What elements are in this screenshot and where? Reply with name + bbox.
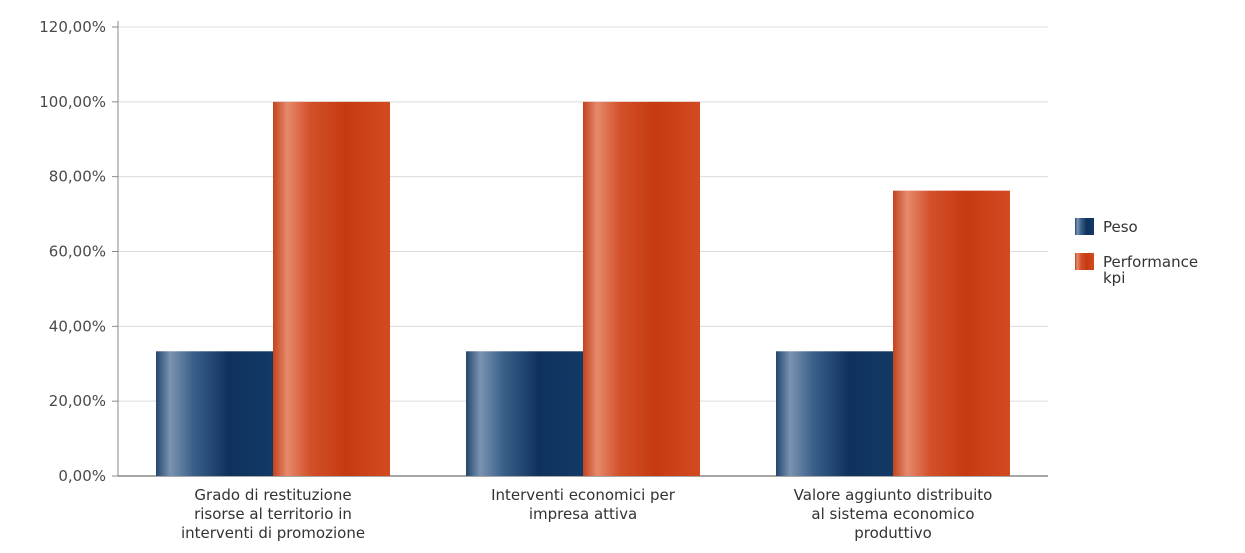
y-tick-label: 40,00% — [49, 317, 106, 335]
legend-label: Performance — [1103, 253, 1198, 271]
bars — [156, 101, 1010, 476]
y-tick-label: 80,00% — [49, 168, 106, 186]
y-tick-label: 120,00% — [39, 18, 106, 36]
bar-peso — [776, 351, 893, 476]
x-category-label: Grado di restituzione — [194, 486, 351, 504]
legend-swatch — [1075, 253, 1094, 270]
labels: 0,00% 20,00% 40,00% 60,00% 80,00% 100,00% 120,… — [39, 18, 992, 542]
x-category-label: interventi di promozione — [181, 524, 365, 542]
x-category-label: Valore aggiunto distribuito — [794, 486, 993, 504]
legend-swatch — [1075, 218, 1094, 235]
y-tick-label: 100,00% — [39, 93, 106, 111]
x-category-label: al sistema economico — [811, 505, 974, 523]
bar-peso — [156, 351, 273, 476]
bar-performance-kpi — [273, 101, 390, 476]
y-tick-label: 60,00% — [49, 243, 106, 261]
bar-performance-kpi — [583, 101, 700, 476]
legend-label: kpi — [1103, 269, 1125, 287]
y-tick-label: 20,00% — [49, 392, 106, 410]
legend-label: Peso — [1103, 218, 1138, 236]
x-category-label: produttivo — [854, 524, 932, 542]
x-category-label: Interventi economici per — [491, 486, 676, 504]
bar-peso — [466, 351, 583, 476]
y-tick-label: 0,00% — [58, 467, 106, 485]
x-category-label: impresa attiva — [529, 505, 637, 523]
x-category-label: risorse al territorio in — [194, 505, 352, 523]
bar-performance-kpi — [893, 190, 1010, 476]
